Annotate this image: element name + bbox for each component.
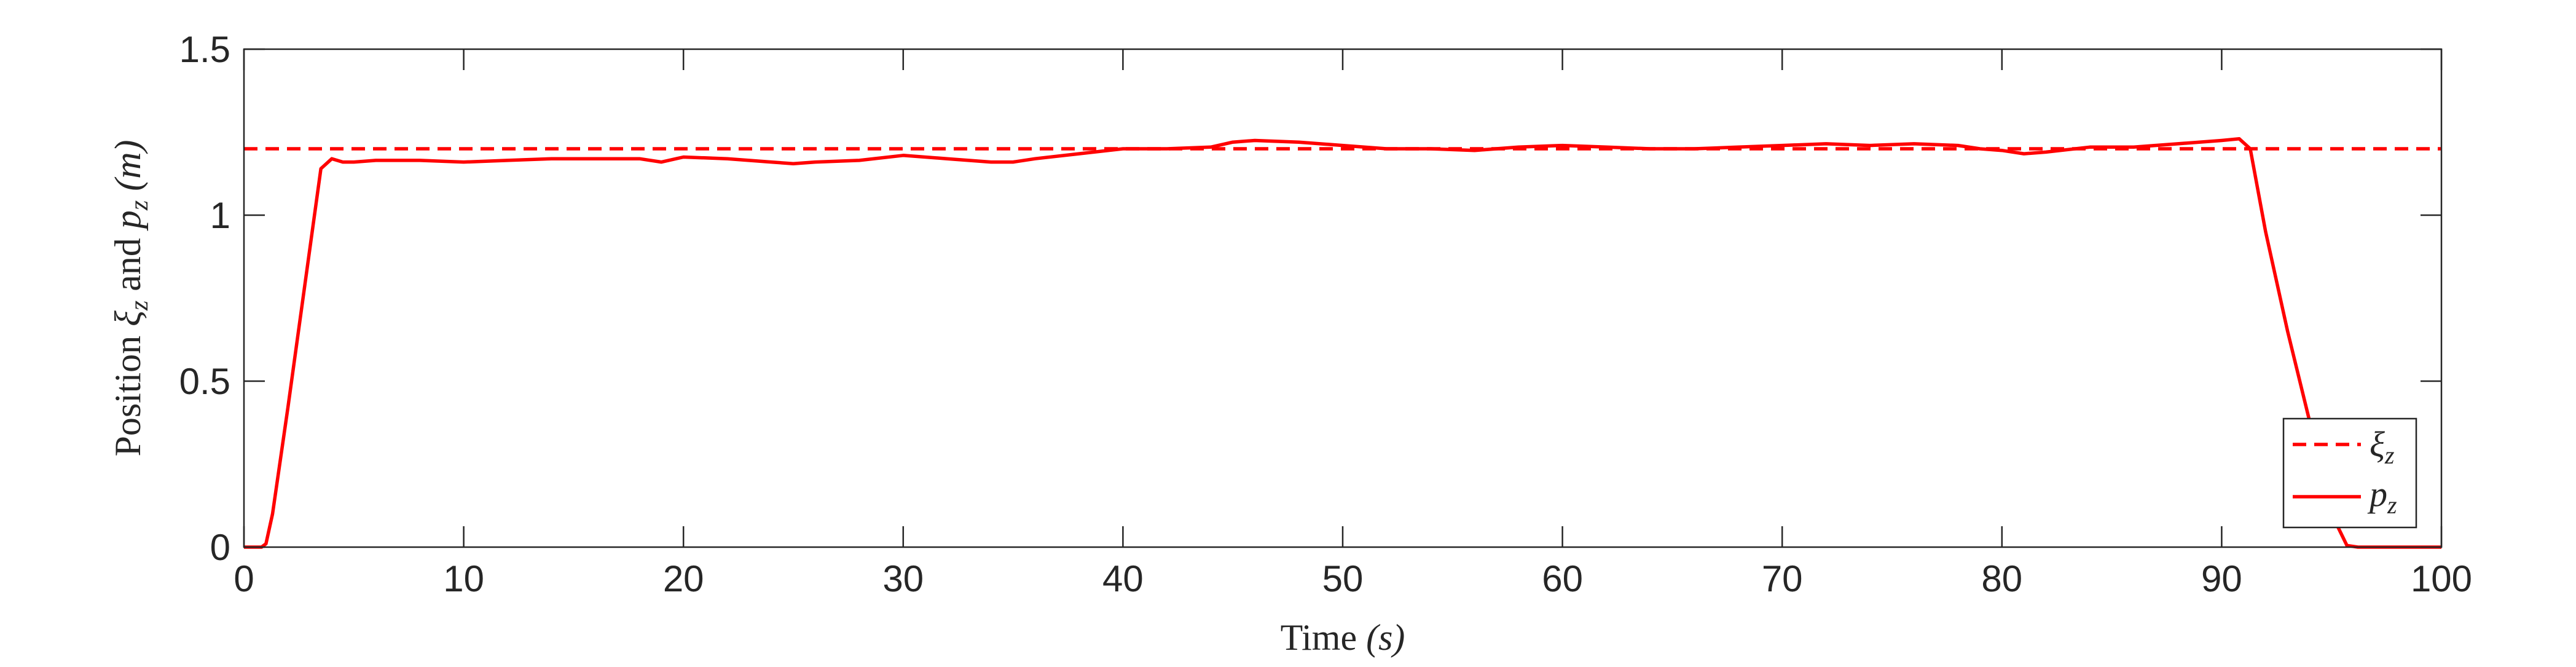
y-axis-label-p: p — [108, 210, 148, 231]
plot-area-background — [244, 49, 2441, 547]
ticks-layer: 0 10 20 30 40 50 60 70 80 90 100 0 0.5 1 1.5 — [179, 29, 2472, 599]
x-tick-label: 0 — [234, 558, 254, 599]
x-tick-label: 30 — [882, 558, 924, 599]
x-tick-label: 10 — [443, 558, 484, 599]
y-tick-label: 1 — [210, 195, 230, 236]
y-axis-label: Position ξz and pz (m) — [108, 140, 154, 456]
y-axis-label-position: Position — [108, 326, 148, 457]
y-axis-label-xi-sub: z — [125, 301, 154, 311]
x-tick-label: 60 — [1542, 558, 1583, 599]
y-axis-label-space — [108, 191, 148, 200]
series-layer — [244, 137, 2441, 549]
series-line-p-z — [244, 137, 2441, 549]
x-tick-label: 90 — [2201, 558, 2242, 599]
x-axis-label-word: Time — [1281, 617, 1367, 658]
legend-label-xi-z: ξz — [2370, 424, 2395, 469]
x-tick-label: 40 — [1102, 558, 1144, 599]
legend: ξz pz — [2282, 417, 2417, 529]
y-tick-label: 0 — [210, 527, 230, 568]
x-tick-label: 80 — [1981, 558, 2022, 599]
legend-label-xi-z-sub: z — [2384, 441, 2395, 469]
x-tick-label: 70 — [1762, 558, 1803, 599]
y-axis-label-unit: (m) — [108, 140, 148, 191]
y-axis-label-xi: ξ — [108, 310, 148, 326]
x-tick-label: 20 — [663, 558, 704, 599]
y-tick-label: 1.5 — [179, 29, 230, 70]
x-axis-label-unit: (s) — [1366, 617, 1405, 658]
legend-label-xi-z-main: ξ — [2370, 424, 2385, 464]
legend-label-p-z: pz — [2367, 474, 2397, 519]
legend-label-p-z-sub: z — [2387, 491, 2397, 519]
x-axis-label: Time (s) — [1281, 617, 1405, 658]
legend-label-p-z-main: p — [2367, 474, 2387, 514]
y-tick-label: 0.5 — [179, 361, 230, 402]
x-tick-label: 100 — [2411, 558, 2472, 599]
y-axis-label-p-sub: z — [125, 200, 154, 211]
y-axis-label-and: and — [108, 229, 148, 301]
legend-box — [2282, 417, 2417, 529]
x-tick-label: 50 — [1322, 558, 1364, 599]
